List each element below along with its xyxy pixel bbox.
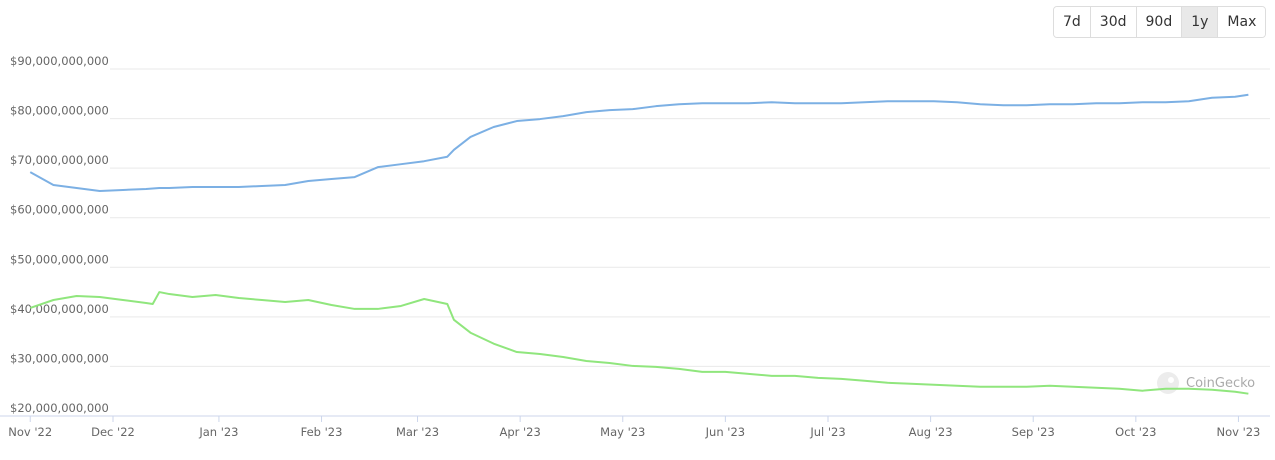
x-tick-label: Jun '23 <box>705 425 745 439</box>
range-button[interactable]: 90d <box>1135 7 1182 37</box>
x-tick-label: Apr '23 <box>499 425 540 439</box>
x-tick-label: Feb '23 <box>301 425 343 439</box>
x-tick-label: Mar '23 <box>396 425 439 439</box>
y-tick-label: $70,000,000,000 <box>10 153 109 167</box>
range-button[interactable]: 1y <box>1181 7 1218 37</box>
x-tick-label: Sep '23 <box>1012 425 1055 439</box>
x-tick-label: Nov '23 <box>1216 425 1260 439</box>
series-line <box>29 291 1249 395</box>
series-line <box>29 93 1249 192</box>
watermark-logo-eye <box>1168 377 1174 383</box>
x-tick-label: Dec '22 <box>91 425 135 439</box>
range-button[interactable]: 7d <box>1054 7 1090 37</box>
x-tick-label: Jul '23 <box>809 425 845 439</box>
x-tick-label: Jan '23 <box>198 425 238 439</box>
y-tick-label: $20,000,000,000 <box>10 401 109 415</box>
y-tick-label: $50,000,000,000 <box>10 252 109 266</box>
x-tick-label: Nov '22 <box>8 425 52 439</box>
y-tick-label: $80,000,000,000 <box>10 104 109 118</box>
y-tick-label: $40,000,000,000 <box>10 302 109 316</box>
y-tick-label: $30,000,000,000 <box>10 351 109 365</box>
range-button[interactable]: 30d <box>1089 7 1136 37</box>
watermark: CoinGecko <box>1157 372 1255 394</box>
range-button[interactable]: Max <box>1217 7 1266 37</box>
y-tick-label: $60,000,000,000 <box>10 203 109 217</box>
x-tick-label: May '23 <box>600 425 645 439</box>
x-tick-label: Aug '23 <box>909 425 953 439</box>
watermark-text: CoinGecko <box>1186 376 1255 391</box>
y-tick-label: $90,000,000,000 <box>10 54 109 68</box>
range-selector: 7d 30d 90d 1y Max <box>1053 6 1267 38</box>
x-tick-label: Oct '23 <box>1115 425 1156 439</box>
watermark-logo <box>1157 372 1179 394</box>
